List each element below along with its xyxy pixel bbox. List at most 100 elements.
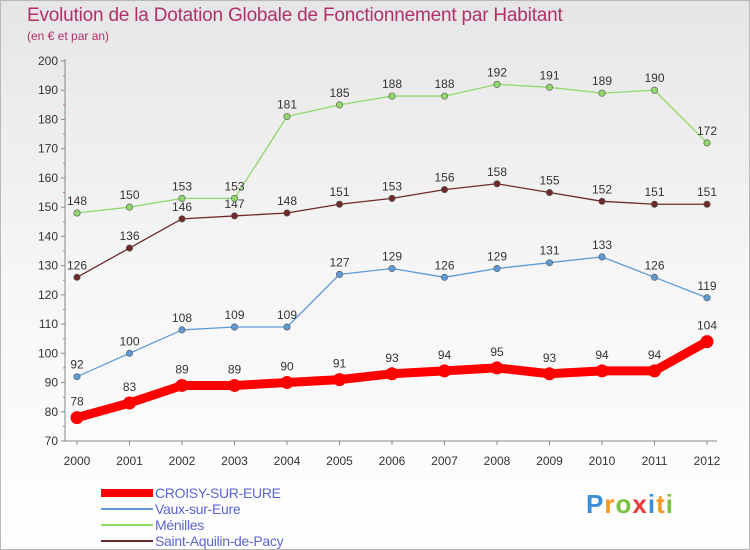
legend-label: CROISY-SUR-EURE bbox=[155, 485, 281, 501]
data-point-vaux-sur-eure bbox=[73, 373, 81, 381]
y-tick-label: 150 bbox=[38, 200, 58, 214]
data-point-saint-aquilin-de-pacy bbox=[283, 209, 291, 217]
data-point-vaux-sur-eure bbox=[650, 273, 658, 281]
data-label-vaux-sur-eure: 108 bbox=[172, 311, 192, 325]
data-label-vaux-sur-eure: 109 bbox=[277, 308, 297, 322]
data-label-saint-aquilin-de-pacy: 156 bbox=[434, 171, 454, 185]
logo-letter: r bbox=[604, 489, 616, 519]
data-label-croisy-sur-eure: 89 bbox=[228, 362, 242, 376]
data-label-vaux-sur-eure: 133 bbox=[592, 238, 612, 252]
data-label-menilles: 153 bbox=[224, 179, 244, 193]
data-point-vaux-sur-eure bbox=[335, 270, 343, 278]
data-point-croisy-sur-eure bbox=[543, 367, 556, 381]
data-label-croisy-sur-eure: 83 bbox=[123, 380, 137, 394]
legend-swatch bbox=[101, 540, 153, 542]
x-tick-label: 2004 bbox=[274, 454, 301, 468]
data-point-saint-aquilin-de-pacy bbox=[335, 200, 343, 208]
chart-title: Evolution de la Dotation Globale de Fonc… bbox=[27, 5, 563, 26]
data-point-vaux-sur-eure bbox=[126, 349, 134, 357]
data-label-vaux-sur-eure: 119 bbox=[697, 279, 716, 293]
legend-swatch bbox=[101, 524, 153, 526]
data-label-croisy-sur-eure: 89 bbox=[175, 362, 189, 376]
data-label-menilles: 150 bbox=[119, 188, 139, 202]
data-point-vaux-sur-eure bbox=[388, 265, 396, 273]
y-tick-label: 190 bbox=[38, 83, 58, 97]
data-label-menilles: 190 bbox=[644, 71, 664, 85]
y-tick-label: 180 bbox=[38, 112, 58, 126]
data-point-vaux-sur-eure bbox=[598, 253, 606, 261]
data-label-saint-aquilin-de-pacy: 151 bbox=[329, 185, 349, 199]
data-point-croisy-sur-eure bbox=[333, 373, 346, 387]
data-point-menilles bbox=[440, 92, 448, 100]
data-label-saint-aquilin-de-pacy: 153 bbox=[382, 179, 402, 193]
data-point-saint-aquilin-de-pacy bbox=[598, 197, 606, 205]
legend-label: Vaux-sur-Eure bbox=[155, 501, 241, 517]
data-label-menilles: 153 bbox=[172, 179, 192, 193]
logo-letter: x bbox=[632, 489, 648, 519]
data-label-saint-aquilin-de-pacy: 146 bbox=[172, 200, 192, 214]
x-tick-label: 2002 bbox=[169, 454, 196, 468]
data-point-croisy-sur-eure bbox=[228, 378, 241, 392]
x-tick-label: 2010 bbox=[589, 454, 616, 468]
legend-label: Ménilles bbox=[155, 517, 204, 533]
data-point-croisy-sur-eure bbox=[438, 364, 451, 378]
data-label-croisy-sur-eure: 93 bbox=[385, 351, 399, 365]
data-point-saint-aquilin-de-pacy bbox=[650, 200, 658, 208]
data-label-vaux-sur-eure: 127 bbox=[329, 255, 349, 269]
logo-letter: o bbox=[615, 489, 633, 519]
data-label-saint-aquilin-de-pacy: 151 bbox=[697, 185, 717, 199]
y-tick-label: 110 bbox=[39, 317, 58, 331]
data-label-vaux-sur-eure: 129 bbox=[487, 250, 507, 264]
data-label-saint-aquilin-de-pacy: 136 bbox=[119, 229, 139, 243]
y-tick-label: 100 bbox=[38, 346, 58, 360]
data-label-croisy-sur-eure: 94 bbox=[438, 348, 452, 362]
data-label-vaux-sur-eure: 109 bbox=[224, 308, 244, 322]
y-tick-label: 200 bbox=[38, 54, 58, 68]
data-point-vaux-sur-eure bbox=[440, 273, 448, 281]
y-tick-label: 90 bbox=[45, 376, 59, 390]
data-label-saint-aquilin-de-pacy: 155 bbox=[539, 174, 559, 188]
data-point-menilles bbox=[703, 139, 711, 147]
data-label-vaux-sur-eure: 100 bbox=[119, 334, 139, 348]
x-tick-label: 2000 bbox=[64, 454, 91, 468]
data-point-menilles bbox=[126, 203, 134, 211]
y-tick-label: 80 bbox=[45, 405, 59, 419]
data-point-croisy-sur-eure bbox=[123, 396, 136, 410]
data-point-menilles bbox=[545, 83, 553, 91]
legend-item: Vaux-sur-Eure bbox=[101, 501, 283, 517]
data-label-menilles: 188 bbox=[382, 77, 402, 91]
data-label-menilles: 148 bbox=[67, 194, 87, 208]
legend-swatch bbox=[101, 508, 153, 510]
data-label-saint-aquilin-de-pacy: 152 bbox=[592, 182, 612, 196]
data-point-croisy-sur-eure bbox=[595, 364, 609, 378]
data-point-croisy-sur-eure bbox=[648, 364, 661, 378]
logo-letter: t bbox=[656, 489, 666, 519]
data-label-vaux-sur-eure: 129 bbox=[382, 250, 402, 264]
data-label-croisy-sur-eure: 104 bbox=[697, 319, 717, 333]
x-tick-label: 2001 bbox=[116, 454, 143, 468]
data-label-menilles: 181 bbox=[277, 98, 297, 112]
data-point-menilles bbox=[388, 92, 396, 100]
data-point-vaux-sur-eure bbox=[493, 265, 501, 273]
data-label-menilles: 188 bbox=[434, 77, 454, 91]
data-label-croisy-sur-eure: 95 bbox=[490, 345, 504, 359]
data-label-croisy-sur-eure: 94 bbox=[595, 348, 609, 362]
data-label-saint-aquilin-de-pacy: 126 bbox=[67, 258, 87, 272]
y-tick-label: 120 bbox=[38, 288, 58, 302]
data-point-saint-aquilin-de-pacy bbox=[545, 189, 553, 197]
data-label-saint-aquilin-de-pacy: 151 bbox=[644, 185, 664, 199]
data-label-vaux-sur-eure: 92 bbox=[70, 358, 84, 372]
data-point-saint-aquilin-de-pacy bbox=[493, 180, 501, 188]
data-point-croisy-sur-eure bbox=[385, 367, 399, 381]
data-point-vaux-sur-eure bbox=[231, 323, 239, 331]
data-point-vaux-sur-eure bbox=[545, 259, 553, 267]
chart-legend: CROISY-SUR-EURE Vaux-sur-Eure Ménilles Sain… bbox=[101, 485, 284, 549]
data-point-menilles bbox=[598, 89, 606, 97]
data-point-vaux-sur-eure bbox=[703, 294, 711, 302]
data-label-croisy-sur-eure: 90 bbox=[280, 360, 294, 374]
data-point-croisy-sur-eure bbox=[280, 376, 294, 390]
x-tick-label: 2009 bbox=[536, 454, 563, 468]
data-point-croisy-sur-eure bbox=[175, 378, 189, 392]
